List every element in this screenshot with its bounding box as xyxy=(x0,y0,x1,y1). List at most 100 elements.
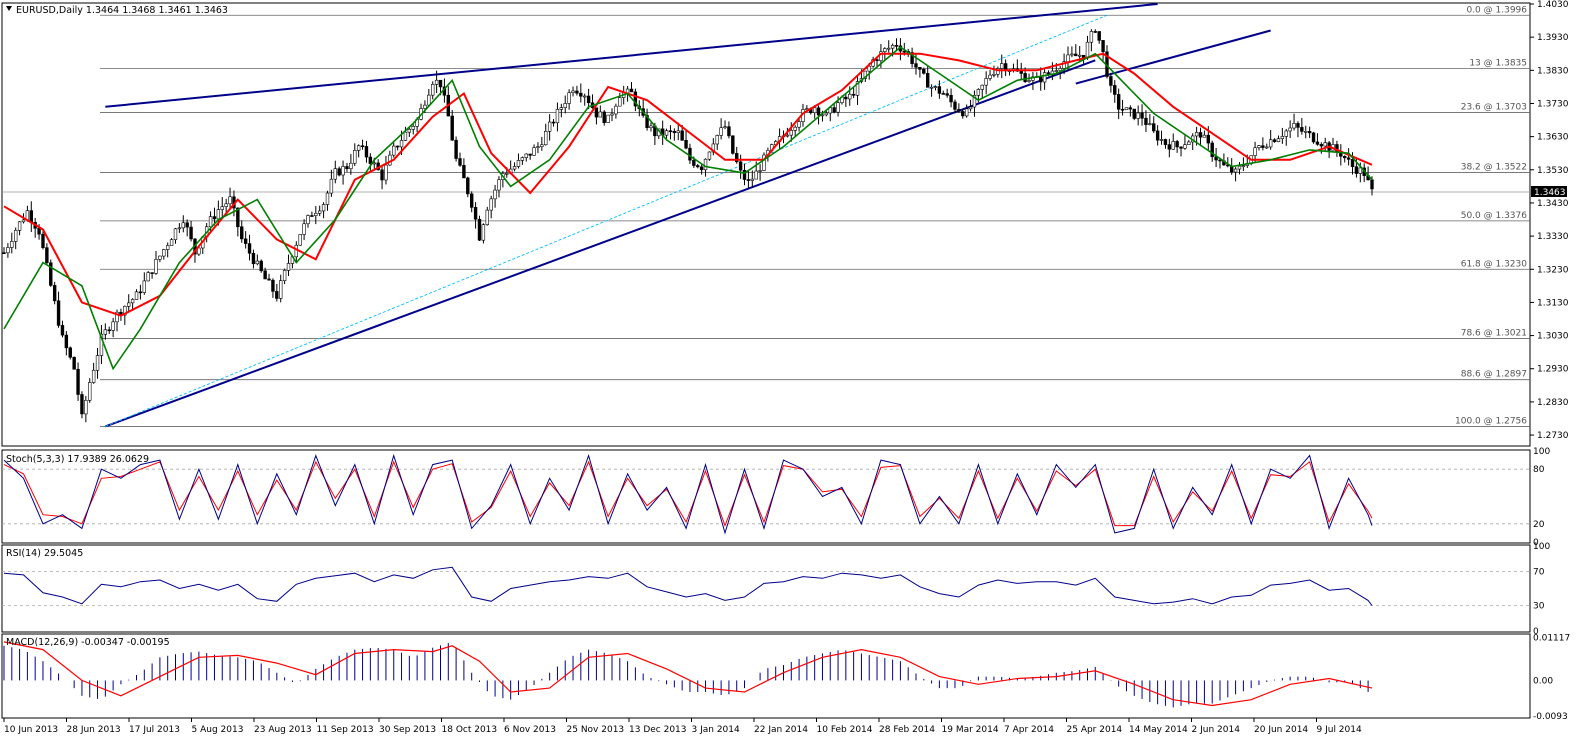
date-tick-label: 19 Mar 2014 xyxy=(942,725,999,735)
candle-body xyxy=(614,105,618,115)
candle-body xyxy=(349,162,353,170)
candle-body xyxy=(469,193,474,208)
candle-body xyxy=(1257,145,1261,149)
candle-body xyxy=(1175,141,1179,148)
candle-body xyxy=(563,103,567,108)
date-tick-label: 6 Nov 2013 xyxy=(504,725,556,735)
date-tick-label: 5 Aug 2013 xyxy=(192,725,244,735)
candle-body xyxy=(123,306,127,316)
candle-body xyxy=(1128,107,1133,110)
candle-body xyxy=(243,238,248,244)
price-tick-label: 1.3330 xyxy=(1537,232,1569,242)
candle-body xyxy=(1284,130,1288,137)
candle-body xyxy=(306,215,310,225)
candle-body xyxy=(1163,139,1168,145)
candle-body xyxy=(372,162,376,165)
price-tick-label: 1.3230 xyxy=(1537,265,1569,275)
candle-body xyxy=(212,216,217,220)
trendline xyxy=(105,3,1158,108)
candle-body xyxy=(532,147,536,156)
candle-body xyxy=(1109,76,1113,86)
candle-body xyxy=(45,247,49,264)
candle-body xyxy=(56,300,61,326)
candle-body xyxy=(111,321,115,331)
rsi-tick-label: 100 xyxy=(1533,542,1550,552)
stoch-tick-label: 100 xyxy=(1533,447,1550,457)
date-tick-label: 22 Jan 2014 xyxy=(754,725,808,735)
candle-body xyxy=(21,219,26,223)
candle-body xyxy=(1000,63,1004,69)
candle-body xyxy=(524,153,528,158)
candle-body xyxy=(754,170,758,180)
candle-body xyxy=(672,130,677,134)
candle-body xyxy=(1261,145,1265,148)
candle-body xyxy=(797,121,801,128)
candle-body xyxy=(1335,144,1339,152)
candle-body xyxy=(1097,31,1101,41)
candle-body xyxy=(629,88,634,93)
price-tick-label: 1.3430 xyxy=(1537,199,1569,209)
candle-body xyxy=(832,107,836,113)
candle-body xyxy=(594,107,599,118)
candle-body xyxy=(1089,31,1094,43)
candle-body xyxy=(735,153,739,163)
candle-body xyxy=(957,109,961,112)
candle-body xyxy=(263,270,267,280)
candle-body xyxy=(703,158,708,171)
candle-body xyxy=(275,291,279,299)
candle-body xyxy=(88,382,92,401)
candle-body xyxy=(173,228,178,241)
candle-body xyxy=(481,224,486,241)
candle-body xyxy=(922,69,926,74)
candle-body xyxy=(668,130,673,133)
candle-body xyxy=(403,131,408,141)
candle-body xyxy=(633,91,638,107)
candle-body xyxy=(154,259,158,274)
stoch-tick-label: 20 xyxy=(1533,520,1545,530)
candle-body xyxy=(680,130,684,141)
candle-body xyxy=(996,68,1000,75)
candle-body xyxy=(325,192,330,205)
candle-body xyxy=(177,227,182,230)
candle-body xyxy=(645,115,649,129)
date-tick-label: 17 Jul 2013 xyxy=(129,725,180,735)
candle-body xyxy=(676,130,680,134)
candle-body xyxy=(1323,142,1327,147)
candle-body xyxy=(72,356,76,370)
candle-body xyxy=(968,106,973,110)
candle-body xyxy=(477,218,482,241)
candle-body xyxy=(228,196,232,205)
candle-body xyxy=(1268,139,1273,148)
candle-body xyxy=(1350,159,1355,167)
price-tick-label: 1.4030 xyxy=(1537,0,1569,10)
candle-body xyxy=(329,178,334,194)
date-tick-label: 28 Feb 2014 xyxy=(879,725,935,735)
candle-body xyxy=(127,302,131,307)
ma-red-line xyxy=(3,52,1373,317)
candle-body xyxy=(929,86,934,89)
candle-body xyxy=(364,146,369,158)
candle-body xyxy=(251,252,256,265)
candle-body xyxy=(317,210,322,214)
candle-body xyxy=(1124,107,1129,111)
macd-tick-label: 0.00 xyxy=(1533,676,1553,686)
candle-body xyxy=(431,84,435,96)
candle-body xyxy=(41,233,45,248)
date-tick-label: 7 Apr 2014 xyxy=(1004,725,1054,735)
candle-body xyxy=(785,134,790,137)
candle-body xyxy=(236,207,240,228)
date-tick-label: 10 Jun 2013 xyxy=(4,725,58,735)
candle-body xyxy=(1054,70,1059,72)
candle-body xyxy=(750,178,755,181)
candle-body xyxy=(1241,165,1246,167)
candle-body xyxy=(407,128,412,133)
candle-body xyxy=(368,156,373,164)
price-tick-label: 1.3130 xyxy=(1537,298,1569,308)
macd-signal-line xyxy=(3,641,1373,707)
candle-body xyxy=(976,89,981,96)
candle-body xyxy=(715,135,719,145)
price-series xyxy=(2,29,1374,423)
candle-body xyxy=(1042,72,1047,83)
candle-body xyxy=(953,101,957,110)
